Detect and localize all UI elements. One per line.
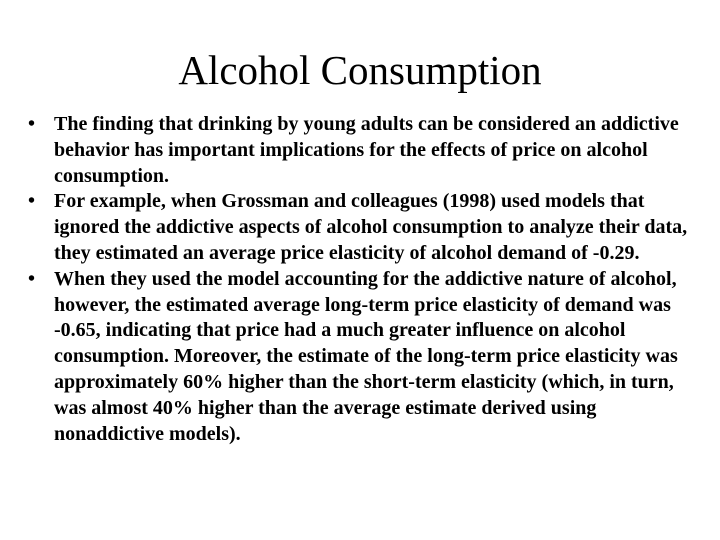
bullet-list: • The finding that drinking by young adu…: [24, 112, 696, 447]
slide-title: Alcohol Consumption: [178, 47, 542, 93]
bullet-item: • The finding that drinking by young adu…: [24, 112, 696, 189]
bullet-text: When they used the model accounting for …: [54, 267, 678, 445]
bullet-item: • When they used the model accounting fo…: [24, 267, 696, 448]
bullet-text: For example, when Grossman and colleague…: [54, 190, 688, 264]
bullet-dot-icon: •: [28, 190, 36, 213]
bullet-dot-icon: •: [28, 267, 36, 290]
bullet-item: • For example, when Grossman and colleag…: [24, 189, 696, 266]
bullet-dot-icon: •: [28, 113, 36, 135]
bullet-text: The finding that drinking by young adult…: [54, 113, 679, 187]
